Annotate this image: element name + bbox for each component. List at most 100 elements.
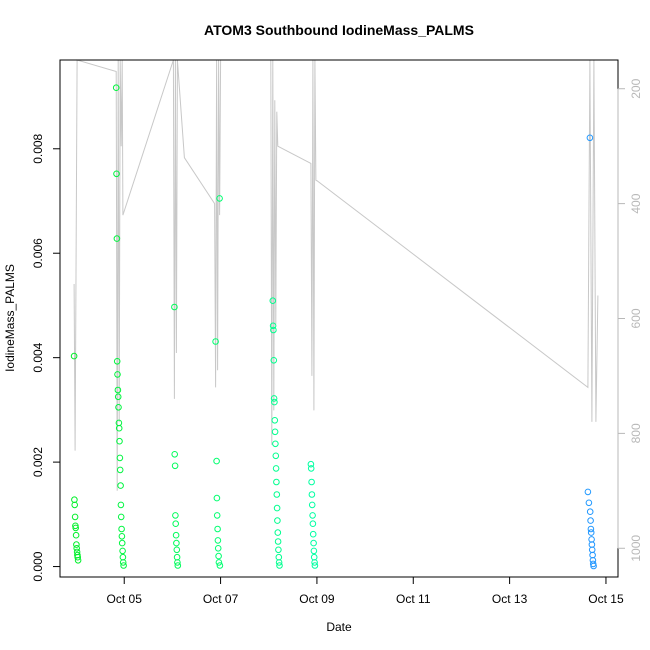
data-point-1-10: [116, 437, 123, 445]
data-point-3-5: [214, 537, 222, 544]
data-point-0-6: [72, 531, 80, 539]
data-point-3-4: [214, 525, 221, 533]
data-point-2-7: [173, 546, 181, 554]
data-point-4-0: [269, 297, 277, 305]
data-point-4-4: [270, 395, 278, 402]
data-point-4-7: [271, 428, 279, 436]
data-point-5-6: [309, 520, 317, 528]
data-point-1-12: [116, 466, 124, 474]
data-point-0-2: [71, 501, 78, 509]
data-point-1-15: [117, 513, 125, 521]
data-point-4-15: [274, 529, 282, 536]
data-point-2-10: [174, 562, 182, 569]
data-point-1-4: [114, 371, 121, 378]
data-point-4-8: [272, 440, 279, 448]
data-point-5-3: [308, 491, 316, 498]
x-tick-label-4: Oct 13: [492, 592, 528, 606]
data-point-0-11: [74, 553, 81, 561]
y-axis-left: 0.000 0.002 0.004 0.006 0.008: [31, 133, 61, 582]
data-point-0-5: [72, 524, 79, 532]
data-point-6-5: [587, 525, 595, 533]
data-point-4-6: [271, 417, 279, 424]
data-point-4-12: [273, 491, 281, 498]
y-tick-label-4: 0.008: [31, 133, 45, 163]
data-point-3-9: [216, 195, 223, 202]
data-point-2-6: [173, 539, 180, 547]
data-point-6-0: [584, 488, 592, 496]
data-point-5-4: [308, 501, 316, 509]
data-point-2-5: [172, 531, 180, 539]
pressure-trace-2: [122, 59, 222, 399]
y-tick-label-1: 0.002: [31, 447, 45, 477]
data-point-4-20: [276, 562, 283, 569]
data-point-1-9: [115, 424, 123, 432]
data-point-6-6: [587, 529, 595, 536]
data-point-1-11: [116, 454, 124, 462]
data-points-group: [70, 84, 597, 570]
data-point-5-5: [309, 512, 316, 519]
data-point-4-14: [274, 517, 281, 524]
data-point-1-21: [119, 559, 127, 566]
data-point-3-1: [213, 457, 220, 465]
y-tick-label-2: 0.004: [31, 342, 45, 372]
data-point-4-19: [275, 559, 283, 566]
data-point-0-3: [71, 513, 79, 521]
data-point-3-10: [216, 562, 224, 569]
y-axis-label: IodineMass_PALMS: [3, 264, 17, 372]
data-point-1-19: [119, 547, 126, 555]
data-point-4-2: [270, 326, 277, 334]
data-point-4-13: [273, 504, 281, 512]
x-tick-label-0: Oct 05: [107, 592, 143, 606]
data-point-5-12: [311, 562, 319, 569]
data-point-1-3: [113, 358, 121, 365]
data-point-3-3: [213, 512, 221, 519]
data-point-6-2: [586, 134, 594, 142]
data-point-1-16: [118, 525, 125, 533]
data-point-5-9: [310, 547, 318, 555]
data-point-6-1: [585, 499, 593, 507]
data-point-4-5: [271, 398, 278, 406]
data-point-3-6: [214, 545, 222, 552]
y-tick-label-3: 0.006: [31, 238, 45, 268]
data-point-4-10: [272, 465, 280, 472]
data-point-2-4: [172, 520, 179, 528]
data-point-3-0: [212, 338, 219, 345]
data-point-5-7: [309, 530, 317, 538]
data-point-1-13: [117, 482, 124, 489]
y2-tick-label-4: 1000: [629, 535, 643, 562]
data-point-4-1: [269, 322, 277, 330]
data-point-1-7: [115, 404, 122, 411]
x-tick-label-1: Oct 07: [203, 592, 239, 606]
data-point-0-0: [70, 352, 78, 360]
data-point-1-6: [114, 393, 122, 401]
data-point-2-9: [174, 559, 181, 566]
y2-tick-label-2: 600: [629, 308, 643, 328]
data-point-5-1: [307, 465, 315, 472]
data-point-0-7: [73, 541, 80, 548]
data-point-6-4: [587, 517, 594, 524]
data-point-2-1: [171, 451, 178, 458]
x-axis-label: Date: [326, 620, 352, 634]
data-point-2-0: [171, 303, 178, 311]
data-point-2-2: [171, 462, 179, 470]
data-point-2-3: [172, 512, 179, 519]
data-point-0-12: [74, 557, 82, 564]
data-point-1-1: [113, 170, 120, 178]
data-point-5-8: [310, 539, 317, 547]
data-point-4-17: [275, 546, 282, 554]
data-point-4-9: [272, 452, 280, 460]
data-point-1-17: [118, 533, 126, 540]
y2-tick-label-1: 400: [629, 193, 643, 213]
data-point-6-3: [586, 508, 594, 516]
pressure-trace-5: [315, 59, 599, 422]
data-point-1-22: [120, 562, 127, 569]
data-point-5-11: [311, 559, 318, 566]
data-point-3-2: [213, 494, 221, 502]
data-point-1-0: [112, 84, 120, 91]
data-point-4-3: [270, 357, 278, 364]
data-point-4-11: [273, 478, 280, 486]
y-tick-label-0: 0.000: [31, 551, 45, 581]
pressure-trace-4: [220, 59, 317, 445]
